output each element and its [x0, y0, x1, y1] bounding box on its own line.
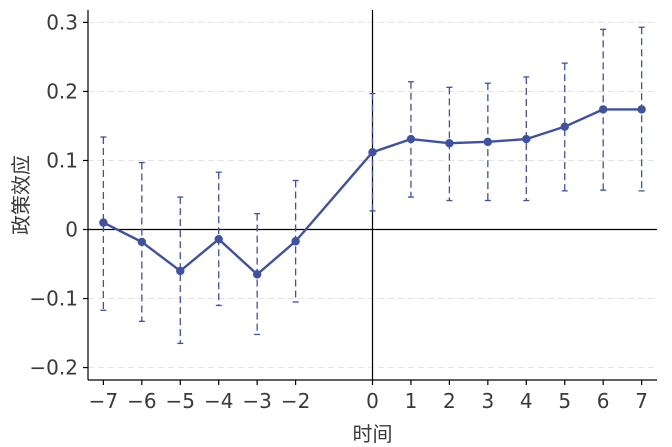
x-tick-label: 2	[443, 389, 456, 413]
x-tick-label: 3	[481, 389, 494, 413]
y-tick-label: 0.3	[46, 10, 78, 34]
y-tick-label: 0.1	[46, 148, 78, 172]
y-axis-ticks: −0.2 −0.1 0 0.1 0.2 0.3	[29, 10, 88, 380]
x-tick-label: −3	[242, 389, 271, 413]
data-point	[137, 237, 147, 247]
y-axis-label: 政策效应	[9, 155, 33, 235]
data-point	[176, 266, 185, 276]
data-point	[483, 137, 493, 147]
y-tick-label: 0	[65, 218, 78, 242]
data-point	[560, 122, 569, 131]
y-tick-label: 0.2	[46, 79, 78, 103]
x-tick-label: −2	[281, 389, 310, 413]
data-points	[99, 105, 646, 279]
data-point	[291, 237, 300, 246]
data-point	[252, 270, 262, 279]
x-tick-label: −4	[204, 389, 233, 413]
x-tick-label: 0	[366, 389, 379, 413]
data-point	[445, 139, 454, 148]
data-point	[406, 134, 416, 144]
x-tick-label: −7	[89, 389, 118, 413]
series-line	[102, 108, 642, 276]
data-point	[368, 148, 377, 157]
x-tick-label: 6	[597, 389, 610, 413]
data-point	[637, 105, 646, 114]
x-tick-label: −5	[166, 389, 195, 413]
x-tick-label: 7	[635, 389, 648, 413]
series-polyline	[102, 108, 642, 276]
y-tick-label: −0.2	[29, 356, 78, 380]
x-tick-label: −6	[127, 389, 156, 413]
x-tick-label: 4	[520, 389, 533, 413]
y-tick-label: −0.1	[29, 287, 78, 311]
data-point	[99, 218, 108, 227]
data-point	[598, 105, 608, 114]
x-axis-label: 时间	[353, 422, 393, 446]
data-point	[214, 234, 223, 244]
x-tick-label: 1	[405, 389, 418, 413]
data-point	[522, 134, 531, 144]
x-axis-ticks: −7 −6 −5 −4 −3 −2 0 1 2 3 4 5 6 7	[89, 380, 648, 413]
x-tick-label: 5	[558, 389, 571, 413]
